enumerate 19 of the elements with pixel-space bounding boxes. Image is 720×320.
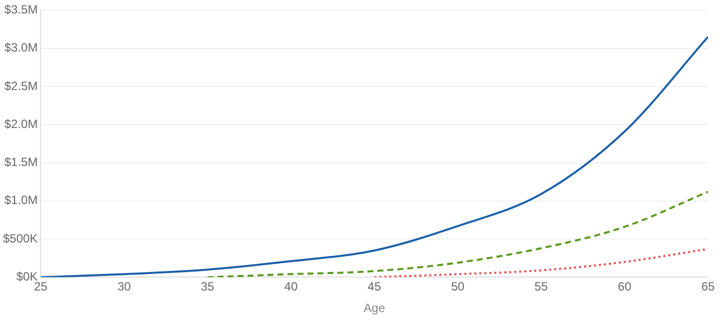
- y-tick-label: $2.5M: [4, 78, 38, 93]
- line-series: [373, 248, 708, 278]
- x-tick-label: 35: [200, 280, 215, 294]
- y-tick-label: $2.0M: [4, 116, 38, 131]
- y-tick-label: $1.0M: [4, 193, 38, 208]
- y-tick-label: $3.5M: [4, 2, 38, 17]
- x-tick-label: 30: [117, 280, 132, 294]
- x-tick-label: 60: [618, 280, 632, 294]
- x-tick-label: 65: [701, 280, 715, 294]
- x-tick-label: 40: [284, 280, 298, 294]
- y-tick-label: $500K: [2, 231, 38, 246]
- x-tick-label: 25: [34, 280, 48, 294]
- x-tick-label: 50: [451, 280, 465, 294]
- x-tick-label: 45: [368, 280, 382, 294]
- y-tick-label: $3.0M: [4, 40, 38, 55]
- x-axis-title: Age: [364, 301, 386, 316]
- line-series: [206, 190, 708, 278]
- x-tick-label: 55: [534, 280, 548, 294]
- y-tick-label: $1.5M: [4, 155, 38, 170]
